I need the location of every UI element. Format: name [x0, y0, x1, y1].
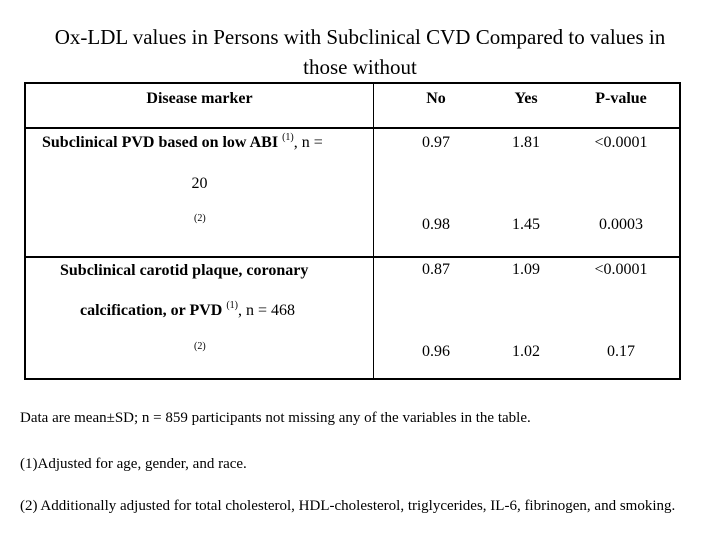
group1-label-count: 20 [191, 175, 208, 192]
group2-footnote-1: (1) [226, 300, 239, 311]
vertical-divider [373, 84, 374, 378]
footnote-adjusted-2: (2) Additionally adjusted for total chol… [20, 498, 676, 514]
group1-footnote-1: (1) [282, 132, 294, 143]
group2-label-line2: calcification, or PVD (1), n = 468 [80, 300, 296, 322]
group1-label-n: , n = [293, 134, 323, 151]
group2-row1-p: <0.0001 [594, 261, 648, 278]
header-p-value: P-value [595, 90, 647, 107]
header-no: No [426, 90, 446, 107]
header-disease-marker: Disease marker [146, 90, 253, 107]
footnote-mean-sd: Data are mean±SD; n = 859 participants n… [20, 410, 531, 426]
data-table: Disease marker No Yes P-value Subclinica… [24, 82, 681, 380]
group1-label-text: Subclinical PVD based on low ABI [42, 134, 279, 151]
header-divider [26, 127, 679, 129]
slide-title: Ox-LDL values in Persons with Subclinica… [0, 22, 720, 82]
group2-row1-no: 0.87 [422, 261, 450, 278]
group2-row1-yes: 1.09 [512, 261, 540, 278]
footnote-adjusted-1: (1)Adjusted for age, gender, and race. [20, 456, 247, 472]
group2-label-text: calcification, or PVD [80, 302, 223, 319]
group1-row2-p: 0.0003 [599, 216, 643, 233]
group1-row1-p: <0.0001 [594, 134, 648, 151]
group1-row1-yes: 1.81 [512, 134, 540, 151]
group2-footnote-2: (2) [194, 341, 206, 352]
group1-row1-no: 0.97 [422, 134, 450, 151]
group2-row2-no: 0.96 [422, 343, 450, 360]
group2-row2-p: 0.17 [607, 343, 635, 360]
header-yes: Yes [514, 90, 538, 107]
group2-row2-yes: 1.02 [512, 343, 540, 360]
title-line-2: those without [303, 55, 417, 79]
group1-row2-no: 0.98 [422, 216, 450, 233]
title-line-1: Ox-LDL values in Persons with Subclinica… [54, 25, 666, 49]
group1-row2-yes: 1.45 [512, 216, 540, 233]
group1-label: Subclinical PVD based on low ABI (1), n … [42, 132, 323, 154]
group2-label-n: , n = 468 [238, 302, 296, 319]
group1-footnote-2: (2) [194, 213, 206, 224]
group2-label-line1: Subclinical carotid plaque, coronary [60, 262, 309, 279]
group-divider [26, 256, 679, 258]
